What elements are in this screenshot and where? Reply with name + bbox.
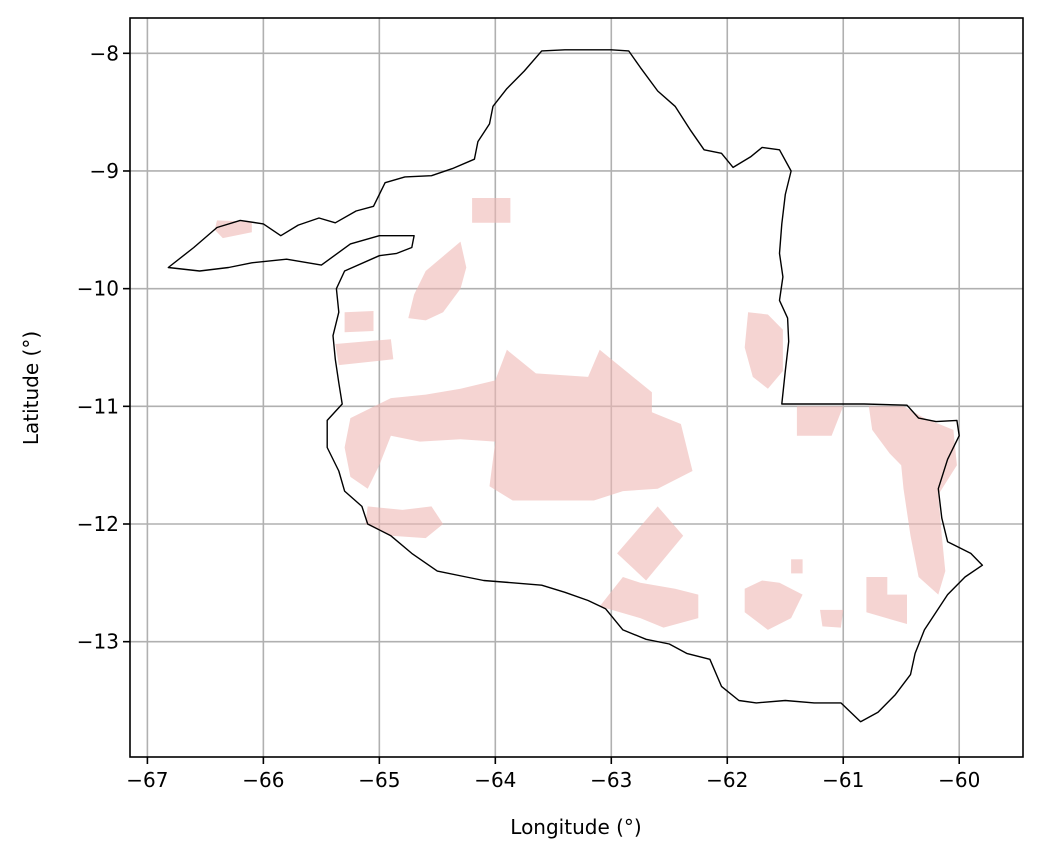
x-axis-label: Longitude (°)	[510, 815, 641, 839]
protected-area	[408, 241, 467, 321]
y-axis-label: Latitude (°)	[19, 331, 43, 445]
protected-area	[744, 580, 803, 630]
x-tick-label: −65	[358, 768, 400, 792]
state-boundary	[167, 49, 984, 723]
y-axis: −8 −9 −10 −11 −12 −13	[77, 41, 130, 654]
x-tick-label: −62	[706, 768, 748, 792]
x-tick-label: −66	[242, 768, 284, 792]
protected-area	[599, 577, 699, 628]
protected-area	[472, 198, 511, 223]
x-axis: −67 −66 −65 −64 −63 −62 −61 −60	[126, 757, 980, 792]
x-tick-label: −60	[938, 768, 980, 792]
protected-area	[820, 609, 844, 628]
protected-area	[365, 506, 444, 539]
plot-frame	[129, 17, 1024, 758]
y-tick-label: −11	[77, 394, 119, 418]
y-tick-label: −12	[77, 512, 119, 536]
protected-area	[866, 577, 907, 624]
y-tick-label: −8	[90, 41, 119, 65]
protected-area	[796, 406, 844, 436]
x-tick-label: −67	[126, 768, 168, 792]
protected-area	[868, 406, 957, 595]
x-tick-label: −64	[474, 768, 516, 792]
x-tick-label: −61	[822, 768, 864, 792]
protected-area	[335, 339, 394, 366]
protected-areas	[214, 198, 957, 630]
protected-area	[617, 506, 684, 581]
protected-area	[791, 559, 803, 574]
protected-area	[344, 349, 693, 501]
x-tick-label: −63	[590, 768, 632, 792]
y-tick-label: −9	[90, 159, 119, 183]
protected-area	[744, 312, 783, 389]
protected-area	[344, 311, 374, 333]
y-tick-label: −13	[77, 630, 119, 654]
y-tick-label: −10	[77, 277, 119, 301]
